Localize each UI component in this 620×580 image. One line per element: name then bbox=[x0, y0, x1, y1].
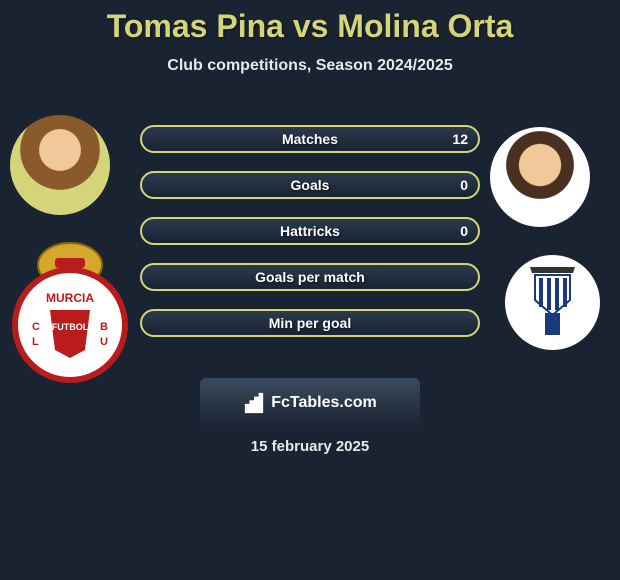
crest-left-svg: MURCIA FUTBOL C B L U bbox=[10, 230, 130, 385]
svg-text:MURCIA: MURCIA bbox=[46, 291, 94, 305]
stat-row-min-per-goal: Min per goal bbox=[140, 309, 480, 337]
stat-right-value: 12 bbox=[452, 131, 468, 147]
player-left-avatar bbox=[10, 115, 110, 215]
stat-label: Matches bbox=[142, 131, 478, 147]
stat-row-matches: Matches 12 bbox=[140, 125, 480, 153]
club-right-crest bbox=[505, 255, 600, 350]
footer-date: 15 february 2025 bbox=[0, 438, 620, 455]
stats-container: Matches 12 Goals 0 Hattricks 0 Goals per… bbox=[140, 125, 480, 355]
stat-right-value: 0 bbox=[460, 223, 468, 239]
svg-text:C: C bbox=[32, 321, 40, 333]
player-right-avatar bbox=[490, 127, 590, 227]
page-title: Tomas Pina vs Molina Orta bbox=[0, 0, 620, 45]
stat-row-goals: Goals 0 bbox=[140, 171, 480, 199]
club-left-crest: MURCIA FUTBOL C B L U bbox=[10, 230, 130, 385]
footer-badge: FcTables.com bbox=[200, 378, 420, 428]
svg-text:FUTBOL: FUTBOL bbox=[52, 322, 89, 332]
svg-text:L: L bbox=[32, 336, 39, 348]
chart-icon bbox=[243, 392, 265, 414]
subtitle: Club competitions, Season 2024/2025 bbox=[0, 57, 620, 75]
crest-right-svg bbox=[505, 255, 600, 350]
stat-row-goals-per-match: Goals per match bbox=[140, 263, 480, 291]
svg-text:B: B bbox=[100, 321, 108, 333]
stat-right-value: 0 bbox=[460, 177, 468, 193]
svg-text:U: U bbox=[100, 336, 108, 348]
footer-site-text: FcTables.com bbox=[271, 394, 377, 412]
stat-label: Min per goal bbox=[142, 315, 478, 331]
stat-label: Hattricks bbox=[142, 223, 478, 239]
stat-label: Goals per match bbox=[142, 269, 478, 285]
stat-label: Goals bbox=[142, 177, 478, 193]
stat-row-hattricks: Hattricks 0 bbox=[140, 217, 480, 245]
